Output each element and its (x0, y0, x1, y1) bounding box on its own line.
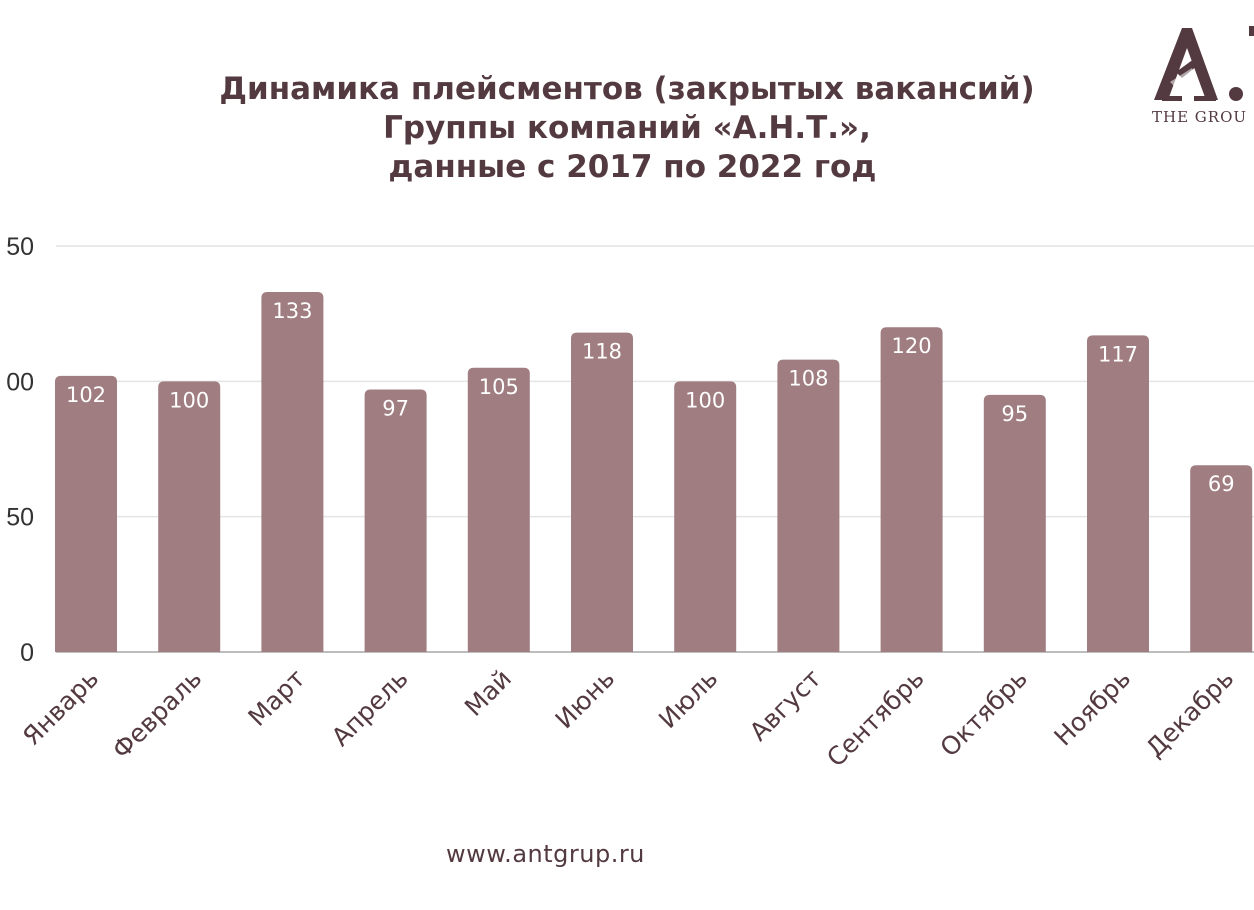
bar-10 (983, 394, 1046, 652)
x-tick-label: Апрель (326, 664, 414, 752)
y-tick-label: 50 (6, 233, 34, 261)
y-tick-label: 50 (6, 504, 34, 532)
bar-12 (1190, 465, 1253, 652)
bar-5 (467, 367, 530, 652)
x-tick-label: Сентябрь (821, 664, 930, 773)
bar-8 (777, 359, 840, 652)
bar-2 (158, 381, 221, 652)
data-label: 118 (582, 340, 622, 364)
data-label: 108 (788, 367, 828, 391)
x-tick-label: Август (744, 664, 827, 747)
data-label: 97 (382, 396, 409, 420)
data-label: 69 (1208, 472, 1235, 496)
grid-lines (56, 245, 1254, 653)
y-tick-label: 0 (20, 639, 34, 667)
x-tick-label: Май (459, 664, 517, 722)
x-tick-label: Январь (17, 664, 104, 751)
bar-6 (571, 332, 633, 652)
bar-7 (674, 381, 737, 652)
bar-3 (261, 292, 324, 652)
chart-title-line-1: Динамика плейсментов (закрытых вакансий) (219, 71, 1035, 107)
x-tick-label: Октябрь (934, 664, 1033, 763)
bar-9 (880, 327, 943, 652)
logo-caption: THE GROU (1152, 108, 1248, 126)
data-label: 117 (1098, 342, 1138, 366)
data-label: 100 (685, 388, 725, 412)
data-label: 95 (1001, 402, 1028, 426)
data-label: 105 (479, 375, 519, 399)
bars (55, 292, 1253, 652)
bar-11 (1087, 335, 1149, 652)
y-tick-label: 00 (6, 368, 34, 396)
footer-website-link[interactable]: www.antgrup.ru (446, 840, 645, 868)
chart-title: Динамика плейсментов (закрытых вакансий)… (0, 70, 1254, 187)
data-label: 120 (892, 334, 932, 358)
logo-mark-icon (1154, 26, 1254, 101)
x-tick-label: Июнь (550, 664, 621, 735)
data-label: 100 (169, 388, 209, 412)
chart-title-line-3: данные с 2017 по 2022 год (377, 149, 877, 185)
x-tick-label: Февраль (107, 664, 208, 765)
data-label: 102 (66, 383, 106, 407)
x-tick-label: Март (243, 664, 311, 732)
bar-1 (55, 375, 117, 652)
data-label: 133 (272, 299, 312, 323)
x-tick-label: Июль (653, 664, 723, 734)
x-tick-label: Декабрь (1140, 664, 1239, 763)
company-logo: THE GROU (1148, 22, 1254, 132)
x-tick-label: Ноябрь (1048, 664, 1136, 752)
chart-title-line-2: Группы компаний «А.Н.Т.», (383, 110, 871, 146)
bar-4 (364, 389, 427, 652)
